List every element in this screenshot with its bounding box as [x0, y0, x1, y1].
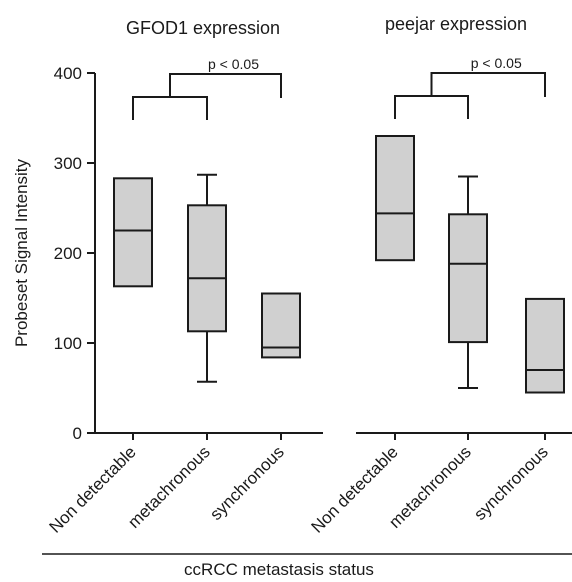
- significance-bracket: [132, 73, 282, 120]
- y-axis-label: Probeset Signal Intensity: [12, 158, 31, 347]
- box: [448, 213, 488, 344]
- significance-bracket: [394, 72, 546, 119]
- box: [525, 297, 565, 394]
- x-axis-label: ccRCC metastasis status: [184, 560, 374, 579]
- y-tick-label: 200: [54, 244, 82, 263]
- y-tick-label: 100: [54, 334, 82, 353]
- box: [375, 135, 415, 262]
- panel-title: peejar expression: [385, 14, 527, 34]
- y-tick-label: 300: [54, 154, 82, 173]
- box: [113, 177, 153, 288]
- x-tick-label: synchronous: [470, 442, 552, 524]
- x-tick-label: synchronous: [206, 442, 288, 524]
- y-tick-label: 0: [73, 424, 82, 443]
- box: [187, 204, 227, 333]
- x-tick-label: Non detectable: [46, 442, 140, 536]
- x-tick-label: Non detectable: [308, 442, 402, 536]
- p-value-label: p < 0.05: [208, 56, 259, 72]
- p-value-label: p < 0.05: [471, 55, 522, 71]
- panel-title: GFOD1 expression: [126, 18, 280, 38]
- y-tick-label: 400: [54, 64, 82, 83]
